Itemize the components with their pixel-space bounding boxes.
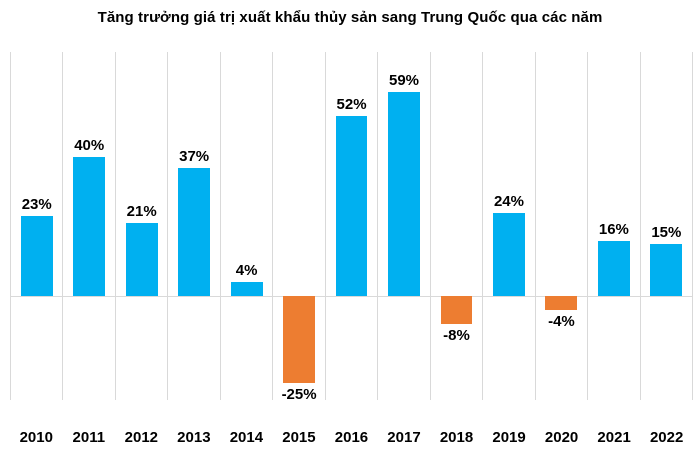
- x-axis-label-2015: 2015: [282, 429, 316, 446]
- bar-label-2022: 15%: [651, 224, 682, 241]
- bar-2021: [597, 241, 630, 296]
- bar-2019: [492, 213, 525, 296]
- bar-label-2018: -8%: [443, 327, 470, 344]
- zero-axis-line: [10, 296, 693, 297]
- category-column-2018: -8%: [429, 52, 482, 400]
- category-column-2010: 23%: [10, 52, 62, 400]
- bar-label-2021: 16%: [598, 221, 629, 238]
- x-axis-label-2016: 2016: [334, 429, 369, 446]
- category-column-2012: 21%: [114, 52, 167, 400]
- bar-2010: [20, 216, 53, 296]
- bar-label-2016: 52%: [336, 96, 367, 113]
- bar-label-2019: 24%: [493, 193, 524, 210]
- bar-label-2017: 59%: [389, 72, 420, 89]
- x-axis-label-2011: 2011: [72, 429, 106, 446]
- bar-2020: [545, 296, 578, 310]
- bar-2014: [230, 282, 263, 296]
- category-column-2016: 52%: [324, 52, 377, 400]
- x-axis-label-2022: 2022: [649, 429, 684, 446]
- x-axis-label-2018: 2018: [439, 429, 474, 446]
- x-axis-label-2013: 2013: [177, 429, 211, 446]
- bar-label-2015: -25%: [281, 386, 317, 403]
- bar-2022: [650, 244, 683, 296]
- x-axis-label-2014: 2014: [229, 429, 264, 446]
- bar-2016: [335, 116, 368, 296]
- x-axis-label-2012: 2012: [124, 429, 159, 446]
- bar-label-2012: 21%: [126, 203, 157, 220]
- plot-area: 23% 40% 21% 37% 4% -25% 52% 59% -8% 24% -4% 16% 15%: [10, 52, 694, 403]
- x-axis-label-2010: 2010: [19, 429, 53, 446]
- category-column-2014: 4%: [219, 52, 272, 400]
- x-axis-label-2019: 2019: [492, 429, 526, 446]
- category-column-2011: 40%: [62, 52, 114, 400]
- bar-2017: [388, 92, 420, 296]
- x-axis-label-2021: 2021: [597, 429, 631, 446]
- bar-2011: [73, 157, 106, 296]
- chart-title: Tăng trưởng giá trị xuất khẩu thủy sản s…: [97, 9, 603, 26]
- category-column-2020: -4%: [534, 52, 587, 400]
- bar-label-2010: 23%: [21, 196, 52, 213]
- x-axis: 2010 2011 2012 2013 2014 2015 2016 2017 2018 2019…: [10, 429, 693, 446]
- x-axis-label-2017: 2017: [387, 429, 421, 446]
- bar-label-2011: 40%: [74, 137, 105, 154]
- category-column-2019: 24%: [482, 52, 534, 400]
- category-column-2015: -25%: [272, 52, 324, 403]
- category-column-2021: 16%: [587, 52, 639, 400]
- bar-2015: [283, 296, 316, 383]
- bar-2013: [178, 168, 211, 296]
- bar-label-2013: 37%: [179, 148, 210, 165]
- bar-label-2014: 4%: [235, 262, 258, 279]
- bar-label-2020: -4%: [548, 313, 575, 330]
- x-axis-label-2020: 2020: [544, 429, 579, 446]
- bar-2012: [125, 223, 158, 296]
- category-column-2022: 15%: [639, 52, 694, 400]
- category-column-2013: 37%: [167, 52, 219, 400]
- category-column-2017: 59%: [377, 52, 429, 400]
- bar-2018: [440, 296, 473, 324]
